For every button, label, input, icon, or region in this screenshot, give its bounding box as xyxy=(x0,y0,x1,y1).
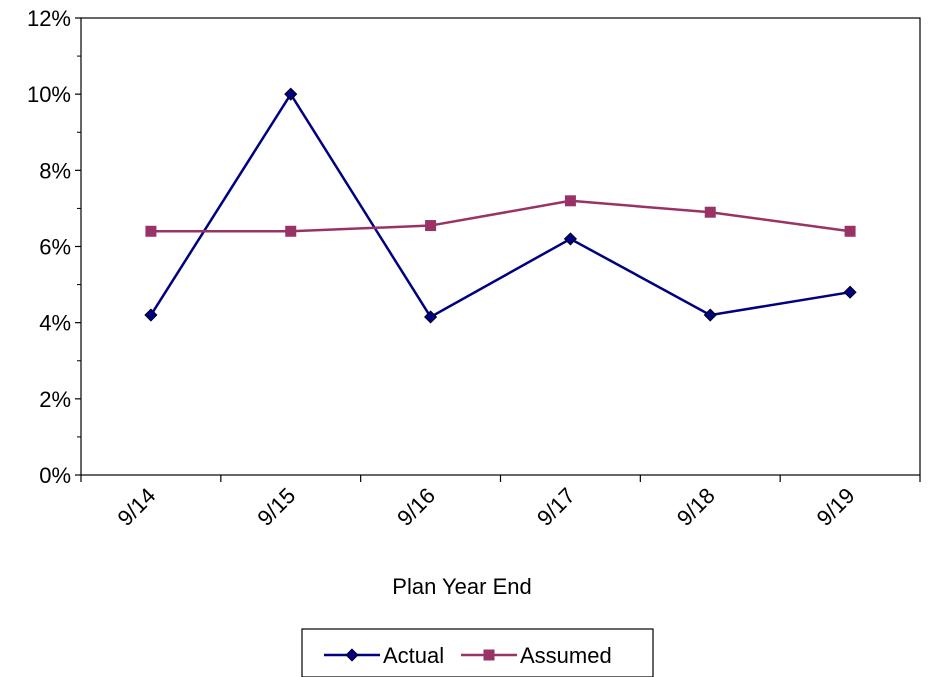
legend-marker xyxy=(483,649,495,661)
legend: Actual Assumed xyxy=(301,628,654,677)
data-point-assumed xyxy=(844,225,856,237)
legend-entry-actual: Actual xyxy=(324,643,444,668)
series-assumed xyxy=(145,195,856,237)
data-point-actual xyxy=(843,285,857,299)
x-tick-label: 9/14 xyxy=(112,483,160,531)
data-point-assumed xyxy=(704,206,716,218)
data-point-actual xyxy=(284,87,298,101)
x-axis-title: Plan Year End xyxy=(392,574,531,599)
y-axis-ticks: 0% 2% 4% 6% 8% 10% 12% xyxy=(27,6,81,488)
data-point-assumed xyxy=(425,220,437,232)
plot-frame xyxy=(80,17,921,476)
x-tick-label: 9/18 xyxy=(672,483,720,531)
y-tick-label: 0% xyxy=(39,463,71,488)
data-point-actual xyxy=(563,232,577,246)
data-point-assumed xyxy=(564,195,576,207)
plot-area xyxy=(80,17,921,476)
data-point-actual xyxy=(144,308,158,322)
x-tick-label: 9/19 xyxy=(812,483,860,531)
y-tick-label: 8% xyxy=(39,158,71,183)
y-tick-label: 12% xyxy=(27,6,71,31)
data-point-actual xyxy=(424,310,438,324)
data-point-actual xyxy=(703,308,717,322)
series-line-assumed xyxy=(150,199,851,233)
legend-label: Assumed xyxy=(520,643,612,668)
x-tick-label: 9/17 xyxy=(532,483,580,531)
data-point-assumed xyxy=(145,225,157,237)
y-tick-label: 4% xyxy=(39,311,71,336)
legend-label: Actual xyxy=(383,643,444,668)
legend-entry-assumed: Assumed xyxy=(461,643,612,668)
y-tick-label: 6% xyxy=(39,235,71,260)
x-tick-label: 9/16 xyxy=(392,483,440,531)
x-tick-label: 9/15 xyxy=(252,483,300,531)
legend-marker xyxy=(345,648,359,662)
series-actual xyxy=(144,87,857,324)
data-point-assumed xyxy=(285,225,297,237)
x-axis-ticks: 9/14 9/15 9/16 9/17 9/18 9/19 xyxy=(80,475,921,531)
y-tick-label: 2% xyxy=(39,387,71,412)
series-group xyxy=(144,87,857,324)
legend-box xyxy=(301,628,654,677)
series-line-actual xyxy=(149,91,851,319)
y-tick-label: 10% xyxy=(27,82,71,107)
